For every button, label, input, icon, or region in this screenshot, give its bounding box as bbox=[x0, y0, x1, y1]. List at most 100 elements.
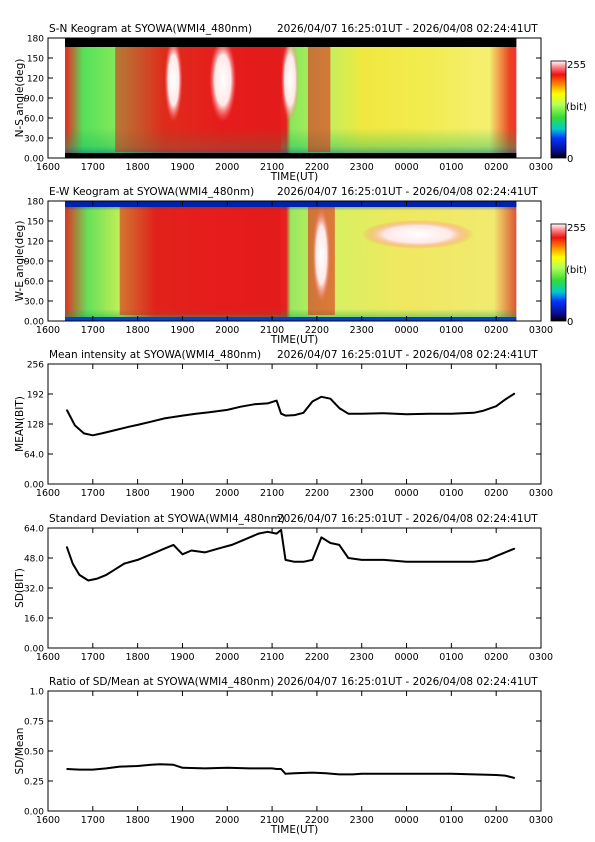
y-tick-label: 64.0 bbox=[24, 451, 44, 461]
y-tick-label: 48.0 bbox=[24, 555, 44, 565]
y-tick-label: 60.0 bbox=[24, 278, 44, 288]
keogram-bottom-mask bbox=[65, 317, 517, 321]
y-tick-label: 1.0 bbox=[30, 688, 45, 698]
series-point bbox=[495, 405, 497, 407]
panel-title: S-N Keogram at SYOWA(WMI4_480nm) bbox=[49, 23, 252, 35]
series-point bbox=[275, 399, 278, 402]
x-tick-label: 2300 bbox=[350, 488, 374, 499]
series-point bbox=[249, 767, 251, 770]
panel-2: E-W Keogram at SYOWA(WMI4_480nm) 2026/04/… bbox=[14, 186, 587, 346]
series-point bbox=[267, 402, 269, 404]
series-point bbox=[267, 531, 269, 533]
series-point bbox=[181, 553, 184, 555]
y-tick-label: 0.00 bbox=[24, 318, 44, 328]
series-point bbox=[383, 559, 385, 561]
series-point bbox=[66, 546, 68, 548]
y-tick-label: 0.00 bbox=[24, 155, 44, 165]
series-point bbox=[78, 574, 80, 576]
series-point bbox=[172, 544, 175, 546]
x-tick-label: 0200 bbox=[484, 652, 508, 663]
y-axis-label: MEAN(BIT) bbox=[14, 396, 26, 452]
panel-title: E-W Keogram at SYOWA(WMI4_480nm) bbox=[49, 186, 254, 198]
series-point bbox=[119, 766, 121, 768]
y-tick-label: 0.00 bbox=[24, 481, 44, 491]
x-tick-label: 2000 bbox=[215, 162, 239, 173]
x-tick-label: 1900 bbox=[170, 652, 194, 663]
series-line bbox=[65, 392, 516, 437]
y-tick-label: 90.0 bbox=[24, 95, 44, 105]
series-point bbox=[280, 529, 282, 531]
series-point bbox=[190, 549, 193, 552]
x-tick-label: 2100 bbox=[260, 815, 284, 826]
colorbar-min-label: 0 bbox=[567, 154, 573, 165]
y-tick-label: 30.0 bbox=[24, 135, 44, 145]
series-point bbox=[352, 773, 354, 776]
series-point bbox=[302, 412, 305, 414]
series-point bbox=[280, 768, 282, 770]
series-point bbox=[486, 559, 488, 561]
series-point bbox=[428, 773, 430, 775]
series-point bbox=[513, 392, 516, 395]
series-point bbox=[172, 764, 175, 766]
series-point bbox=[338, 544, 340, 546]
series-point bbox=[473, 561, 475, 563]
panel-title: Standard Deviation at SYOWA(WMI4_480nm) bbox=[49, 513, 285, 525]
plot-frame bbox=[47, 690, 542, 812]
series-point bbox=[513, 777, 516, 779]
y-tick-label: 128 bbox=[27, 421, 44, 431]
x-tick-label: 2100 bbox=[260, 162, 284, 173]
series-point bbox=[473, 412, 475, 414]
series-point bbox=[72, 563, 74, 565]
y-tick-label: 180 bbox=[27, 198, 44, 208]
x-tick-label: 1600 bbox=[36, 652, 60, 663]
keogram-white-patch-1 bbox=[312, 207, 331, 303]
x-tick-label: 0000 bbox=[394, 488, 418, 499]
x-tick-label: 0000 bbox=[394, 162, 418, 173]
y-tick-label: 150 bbox=[27, 55, 44, 65]
x-tick-label: 0100 bbox=[439, 162, 463, 173]
x-tick-label: 1700 bbox=[81, 162, 105, 173]
x-tick-label: 1800 bbox=[126, 488, 150, 499]
series-point bbox=[231, 544, 233, 546]
x-tick-label: 0300 bbox=[529, 325, 553, 336]
x-tick-label: 2300 bbox=[350, 652, 374, 663]
series-point bbox=[302, 561, 305, 563]
x-tick-label: 0200 bbox=[484, 325, 508, 336]
x-tick-label: 1800 bbox=[126, 162, 150, 173]
series-point bbox=[159, 763, 161, 765]
series-point bbox=[137, 424, 139, 426]
x-tick-label: 2000 bbox=[215, 815, 239, 826]
x-tick-label: 0000 bbox=[394, 325, 418, 336]
x-axis-label: TIME(UT) bbox=[270, 824, 319, 836]
series-line bbox=[66, 763, 515, 779]
series-point bbox=[428, 561, 430, 563]
x-tick-label: 2000 bbox=[215, 488, 239, 499]
x-tick-label: 1900 bbox=[170, 325, 194, 336]
x-tick-label: 1600 bbox=[36, 325, 60, 336]
series-point bbox=[329, 398, 331, 400]
series-point bbox=[226, 409, 228, 411]
x-tick-label: 2200 bbox=[305, 325, 329, 336]
series-point bbox=[405, 773, 408, 775]
series-point bbox=[450, 413, 452, 415]
series-point bbox=[137, 559, 139, 561]
series-point bbox=[361, 413, 363, 415]
series-point bbox=[208, 411, 210, 413]
keogram-band-2 bbox=[307, 42, 331, 152]
x-tick-label: 1700 bbox=[81, 652, 105, 663]
series-point bbox=[311, 400, 314, 403]
y-tick-label: 16.0 bbox=[24, 615, 44, 625]
keogram-white-patch-2 bbox=[361, 219, 474, 249]
x-tick-label: 0200 bbox=[484, 162, 508, 173]
x-tick-label: 2200 bbox=[305, 815, 329, 826]
x-tick-label: 2200 bbox=[305, 162, 329, 173]
x-tick-label: 0100 bbox=[439, 815, 463, 826]
x-tick-label: 0100 bbox=[439, 652, 463, 663]
series-point bbox=[78, 769, 80, 771]
y-axis-label: SD/Mean bbox=[14, 728, 26, 775]
x-tick-label: 1900 bbox=[170, 162, 194, 173]
panel-title: Mean intensity at SYOWA(WMI4_480nm) bbox=[49, 349, 261, 361]
plot-frame bbox=[47, 527, 542, 649]
series-point bbox=[74, 424, 76, 427]
x-tick-label: 1800 bbox=[126, 652, 150, 663]
